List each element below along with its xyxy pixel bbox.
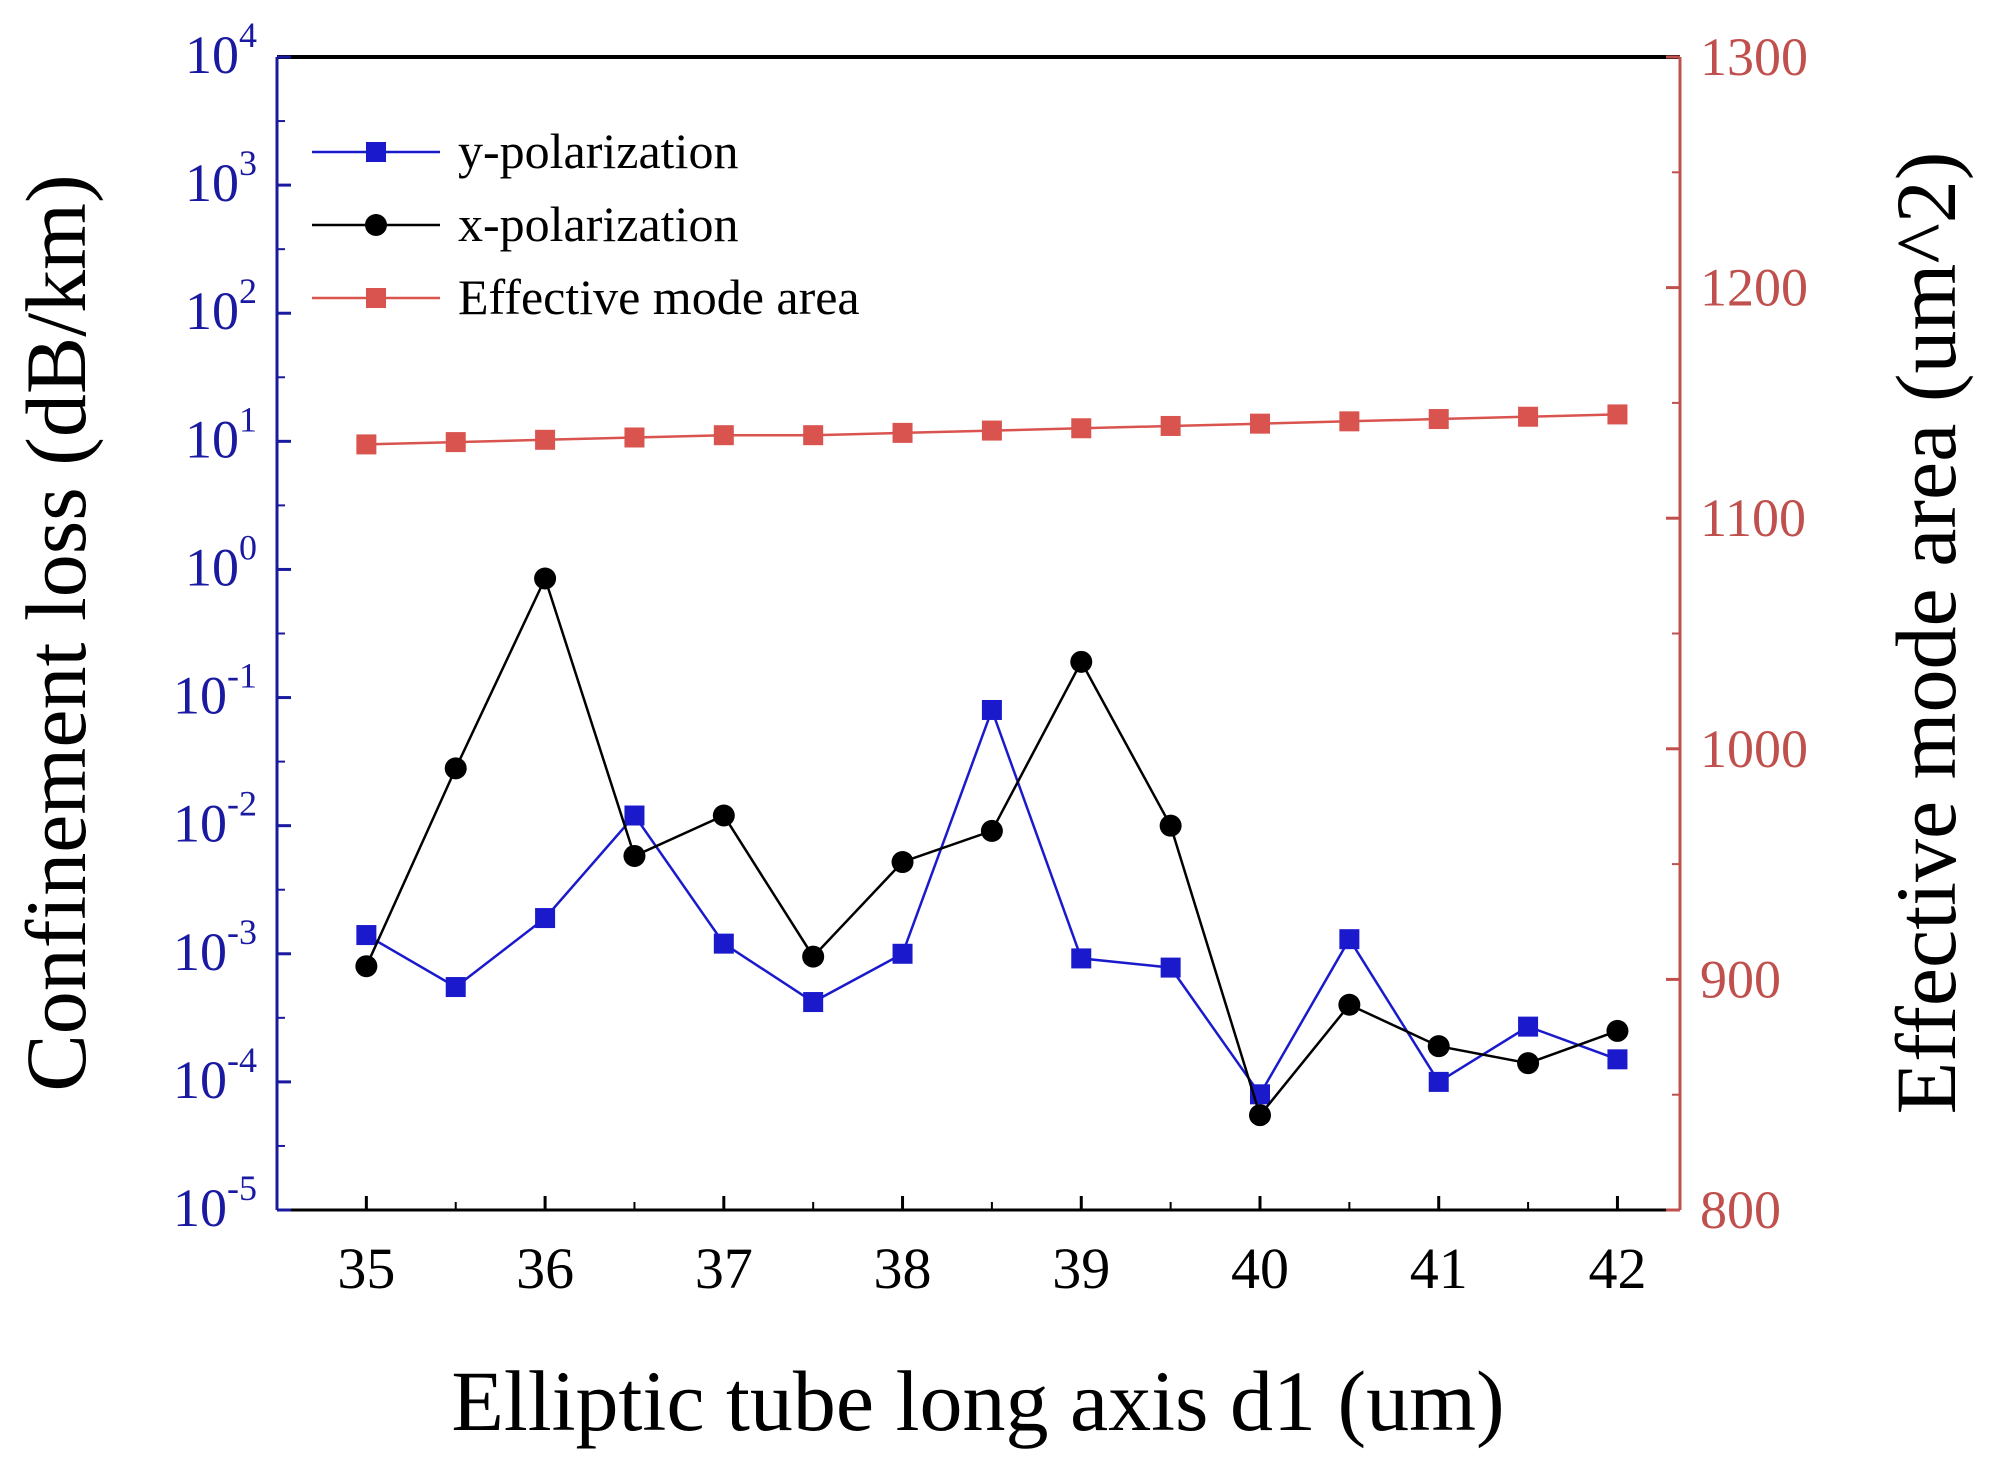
data-point [1606, 1019, 1629, 1042]
legend-label: y-polarization [458, 123, 738, 179]
legend-item: Effective mode area [312, 269, 860, 325]
left-tick-exponent: 0 [239, 527, 257, 567]
right-y-axis-title: Effective mode area (um^2) [1878, 152, 1974, 1115]
data-point [1071, 418, 1092, 439]
data-point [1338, 993, 1361, 1016]
data-point [1160, 957, 1181, 978]
left-tick-exponent: -1 [227, 656, 257, 696]
data-point [803, 992, 824, 1013]
data-point [535, 429, 556, 450]
x-tick-label: 42 [1588, 1236, 1646, 1301]
data-point [355, 955, 378, 978]
data-point [802, 945, 825, 968]
data-point [803, 425, 824, 446]
data-point [1160, 415, 1181, 436]
data-point [1249, 413, 1270, 434]
legend-item: y-polarization [312, 123, 738, 179]
data-point [445, 432, 466, 453]
data-point [444, 757, 467, 780]
data-point [1071, 948, 1092, 969]
right-tick-label: 1300 [1700, 27, 1808, 87]
right-tick-label: 1100 [1700, 488, 1806, 548]
legend-label: x-polarization [458, 196, 738, 252]
left-tick-exponent: -3 [227, 912, 257, 952]
x-tick-label: 35 [337, 1236, 395, 1301]
left-tick-exponent: 3 [239, 143, 257, 183]
x-tick-label: 37 [695, 1236, 753, 1301]
left-tick-label: 10-2 [173, 784, 257, 854]
data-point [713, 425, 734, 446]
data-point [1070, 650, 1093, 673]
legend-swatch-marker [366, 288, 386, 308]
data-point [713, 933, 734, 954]
series-x-polarization [355, 567, 1629, 1127]
data-point [892, 422, 913, 443]
data-point [1159, 814, 1182, 837]
series-layer [355, 404, 1629, 1127]
left-tick-label: 10-4 [173, 1040, 257, 1110]
x-axis-title: Elliptic tube long axis d1 (um) [451, 1353, 1504, 1449]
right-axis-ticks: 800 900 1000 1100 1200 1300 [1666, 27, 1808, 1240]
data-point [981, 699, 1002, 720]
data-point [356, 434, 377, 455]
left-tick-exponent: 1 [239, 399, 257, 439]
left-tick-exponent: 4 [239, 15, 257, 55]
data-point [981, 420, 1002, 441]
data-point [1607, 404, 1628, 425]
legend-label: Effective mode area [458, 269, 860, 325]
data-point [1518, 1016, 1539, 1037]
data-point [1518, 406, 1539, 427]
data-point [1427, 1035, 1450, 1058]
left-tick-exponent: -4 [227, 1040, 257, 1080]
x-tick-label: 40 [1231, 1236, 1289, 1301]
left-tick-exponent: -5 [227, 1168, 257, 1208]
data-point [445, 977, 466, 998]
x-tick-label: 41 [1410, 1236, 1468, 1301]
data-point [712, 804, 735, 827]
right-tick-label: 800 [1700, 1180, 1781, 1240]
data-point [356, 925, 377, 946]
data-point [535, 908, 556, 929]
left-tick-exponent: 2 [239, 271, 257, 311]
x-tick-label: 38 [874, 1236, 932, 1301]
series-effective-mode-area [356, 404, 1628, 455]
right-tick-label: 900 [1700, 949, 1781, 1009]
right-tick-label: 1200 [1700, 258, 1808, 318]
data-point [1248, 1104, 1271, 1127]
data-point [980, 819, 1003, 842]
right-tick-label: 1000 [1700, 719, 1808, 779]
legend-swatch-marker [365, 214, 387, 236]
legend: y-polarization x-polarization Effective mo… [312, 123, 860, 325]
data-point [1339, 929, 1360, 950]
left-y-axis-title: Confinement loss (dB/km) [8, 174, 104, 1091]
data-point [1428, 1071, 1449, 1092]
data-point [1607, 1049, 1628, 1070]
x-tick-label: 39 [1052, 1236, 1110, 1301]
x-axis-ticks: 35 36 37 38 39 40 41 42 [337, 1196, 1646, 1301]
data-point [1517, 1052, 1540, 1075]
x-tick-label: 36 [516, 1236, 574, 1301]
data-point [534, 567, 557, 590]
legend-swatch-marker [366, 142, 386, 162]
data-point [623, 844, 646, 867]
data-point [624, 805, 645, 826]
data-point [892, 943, 913, 964]
data-point [1339, 411, 1360, 432]
data-point [891, 851, 914, 874]
data-point [624, 427, 645, 448]
data-point [1428, 409, 1449, 430]
legend-item: x-polarization [312, 196, 738, 252]
left-tick-exponent: -2 [227, 784, 257, 824]
